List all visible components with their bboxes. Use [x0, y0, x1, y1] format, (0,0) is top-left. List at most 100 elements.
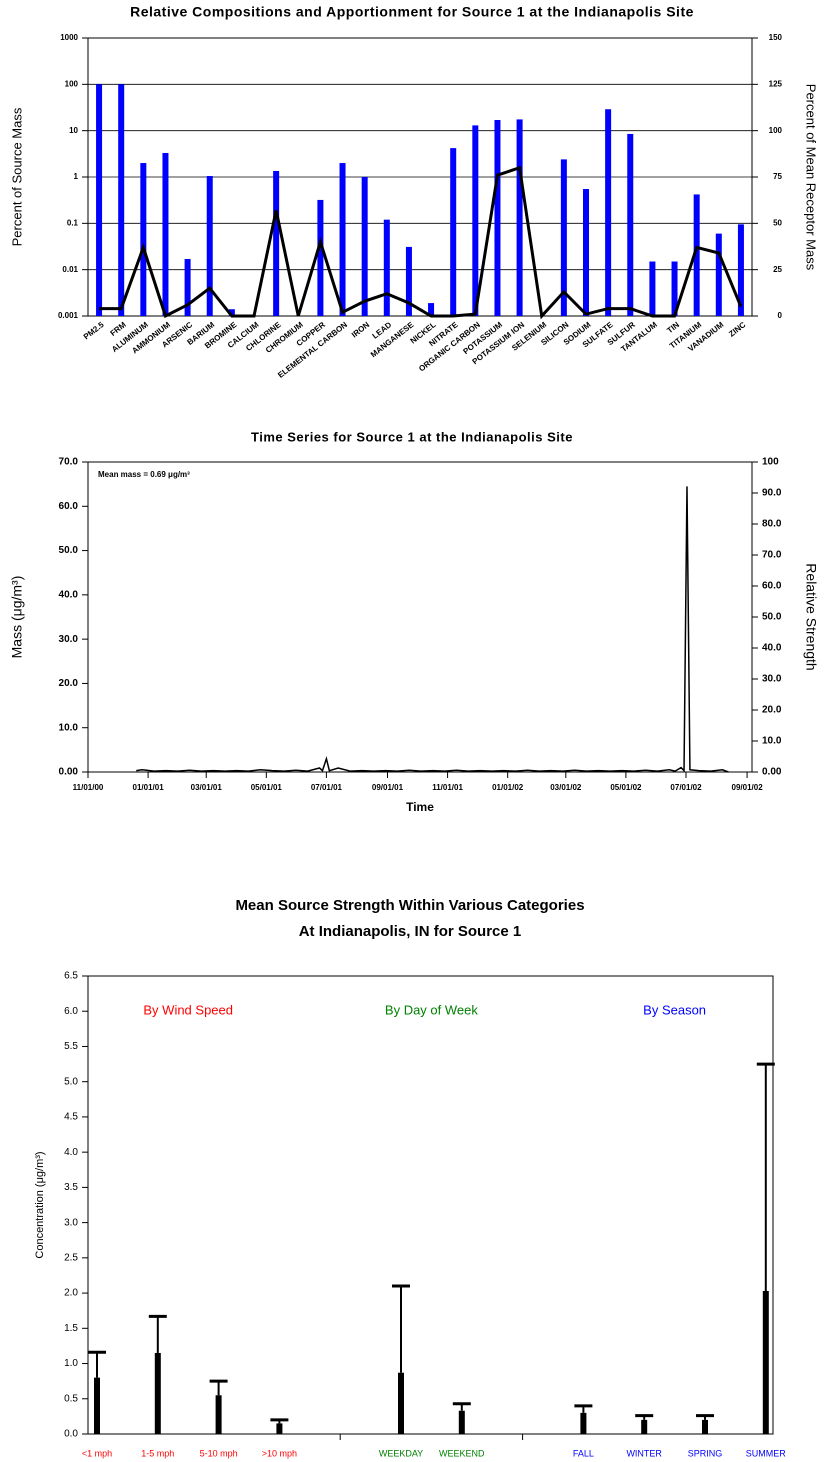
bar: [715, 233, 722, 316]
x-tick-label: FALL: [573, 1448, 594, 1458]
x-tick-label: 03/01/01: [191, 783, 223, 792]
y-tick-label: 1.0: [64, 1358, 78, 1369]
bar: [94, 1377, 100, 1434]
y-tick-label: 1.5: [64, 1323, 78, 1334]
line: [99, 165, 743, 320]
bar: [276, 1423, 283, 1434]
y-axis-label: Percent of Source Mass: [9, 107, 24, 246]
x-tick-label: WEEKDAY: [379, 1448, 423, 1458]
x-tick-label: SPRING: [688, 1448, 723, 1458]
bar: [162, 152, 169, 316]
y-tick-label: 3.0: [64, 1217, 78, 1228]
x-tick-label: 01/01/02: [492, 783, 524, 792]
bar: [450, 148, 457, 316]
y-tick-label: 3.5: [64, 1182, 78, 1193]
y2-tick-label: 30.0: [762, 674, 782, 685]
group-label: By Wind Speed: [143, 1002, 233, 1017]
bar: [317, 199, 324, 316]
y-tick-label: 0.5: [64, 1393, 78, 1404]
bar: [140, 163, 147, 316]
bar: [671, 261, 678, 316]
bar: [383, 219, 390, 316]
y2-tick-label: 0.00: [762, 767, 782, 778]
bar: [762, 1290, 769, 1434]
y2-tick-label: 90.0: [762, 488, 782, 499]
y2-tick-label: 125: [769, 79, 783, 88]
line: [136, 486, 729, 773]
y-tick-label: 70.0: [59, 457, 79, 468]
x-tick-label: >10 mph: [262, 1448, 297, 1458]
bar: [649, 261, 656, 316]
bar: [737, 224, 744, 316]
y-tick-label: 0.00: [59, 767, 79, 778]
bar: [605, 109, 612, 317]
bar: [361, 177, 368, 316]
x-tick-label: 05/01/02: [610, 783, 642, 792]
y2-tick-label: 75: [773, 172, 782, 181]
y-tick-label: 0.1: [67, 218, 79, 227]
y-tick-label: 40.0: [59, 589, 79, 600]
bar: [458, 1410, 465, 1434]
y-tick-label: 50.0: [59, 545, 79, 556]
y-tick-label: 60.0: [59, 501, 79, 512]
x-tick-label: 11/01/00: [73, 783, 104, 792]
bar: [583, 189, 589, 316]
bar: [472, 125, 479, 316]
y2-tick-label: 60.0: [762, 581, 782, 592]
bar: [693, 194, 700, 316]
y2-tick-label: 80.0: [762, 519, 782, 530]
y2-tick-label: 0: [778, 311, 783, 320]
y-tick-label: 100: [65, 79, 79, 88]
y2-tick-label: 20.0: [762, 705, 782, 716]
bar: [96, 84, 103, 316]
x-tick-label: SUMMER: [746, 1448, 786, 1458]
bar: [428, 303, 435, 316]
plot-frame: [87, 37, 753, 317]
bar: [184, 258, 191, 316]
y-tick-label: 30.0: [59, 634, 79, 645]
y-tick-label: 5.5: [64, 1041, 78, 1052]
y-tick-label: 10.0: [59, 722, 79, 733]
x-tick-label: 05/01/01: [251, 783, 283, 792]
x-tick-label: 1-5 mph: [141, 1448, 174, 1458]
chart-title: Time Series for Source 1 at the Indianap…: [251, 429, 573, 444]
bar: [154, 1352, 161, 1434]
y-tick-label: 6.0: [64, 1006, 78, 1017]
x-tick-label: 09/01/01: [372, 783, 404, 792]
group-label: By Season: [643, 1002, 706, 1017]
y2-tick-label: 10.0: [762, 736, 782, 747]
y2-tick-label: 70.0: [762, 550, 782, 561]
y-tick-label: 2.5: [64, 1252, 78, 1263]
y2-tick-label: 25: [773, 265, 782, 274]
bar: [405, 246, 412, 316]
chart-title: At Indianapolis, IN for Source 1: [299, 923, 522, 940]
y2-tick-label: 100: [762, 457, 779, 468]
x-tick-label: 09/01/02: [732, 783, 764, 792]
chart-title: Mean Source Strength Within Various Cate…: [235, 897, 584, 914]
bar: [118, 84, 125, 316]
x-tick-label: 03/01/02: [550, 783, 582, 792]
x-tick-label: 11/01/01: [432, 783, 463, 792]
bar: [560, 159, 567, 316]
x-tick-label: 07/01/02: [670, 783, 702, 792]
y-tick-label: 1: [74, 172, 79, 181]
plot-frame: [87, 975, 774, 1435]
x-tick-label: <1 mph: [82, 1448, 112, 1458]
bar: [228, 309, 235, 316]
group-label: By Day of Week: [385, 1002, 478, 1017]
bar: [702, 1419, 708, 1434]
y-tick-label: 5.0: [64, 1076, 78, 1087]
x-tick-label: 07/01/01: [311, 783, 343, 792]
bar: [580, 1412, 587, 1434]
y2-tick-label: 50.0: [762, 612, 782, 623]
bar: [273, 170, 280, 316]
bar: [641, 1419, 648, 1434]
y-tick-label: 10: [69, 126, 78, 135]
bar: [494, 119, 501, 316]
y-tick-label: 0.01: [62, 265, 78, 274]
y-tick-label: 4.5: [64, 1112, 78, 1123]
bar: [516, 119, 523, 316]
y-tick-label: 2.0: [64, 1288, 78, 1299]
